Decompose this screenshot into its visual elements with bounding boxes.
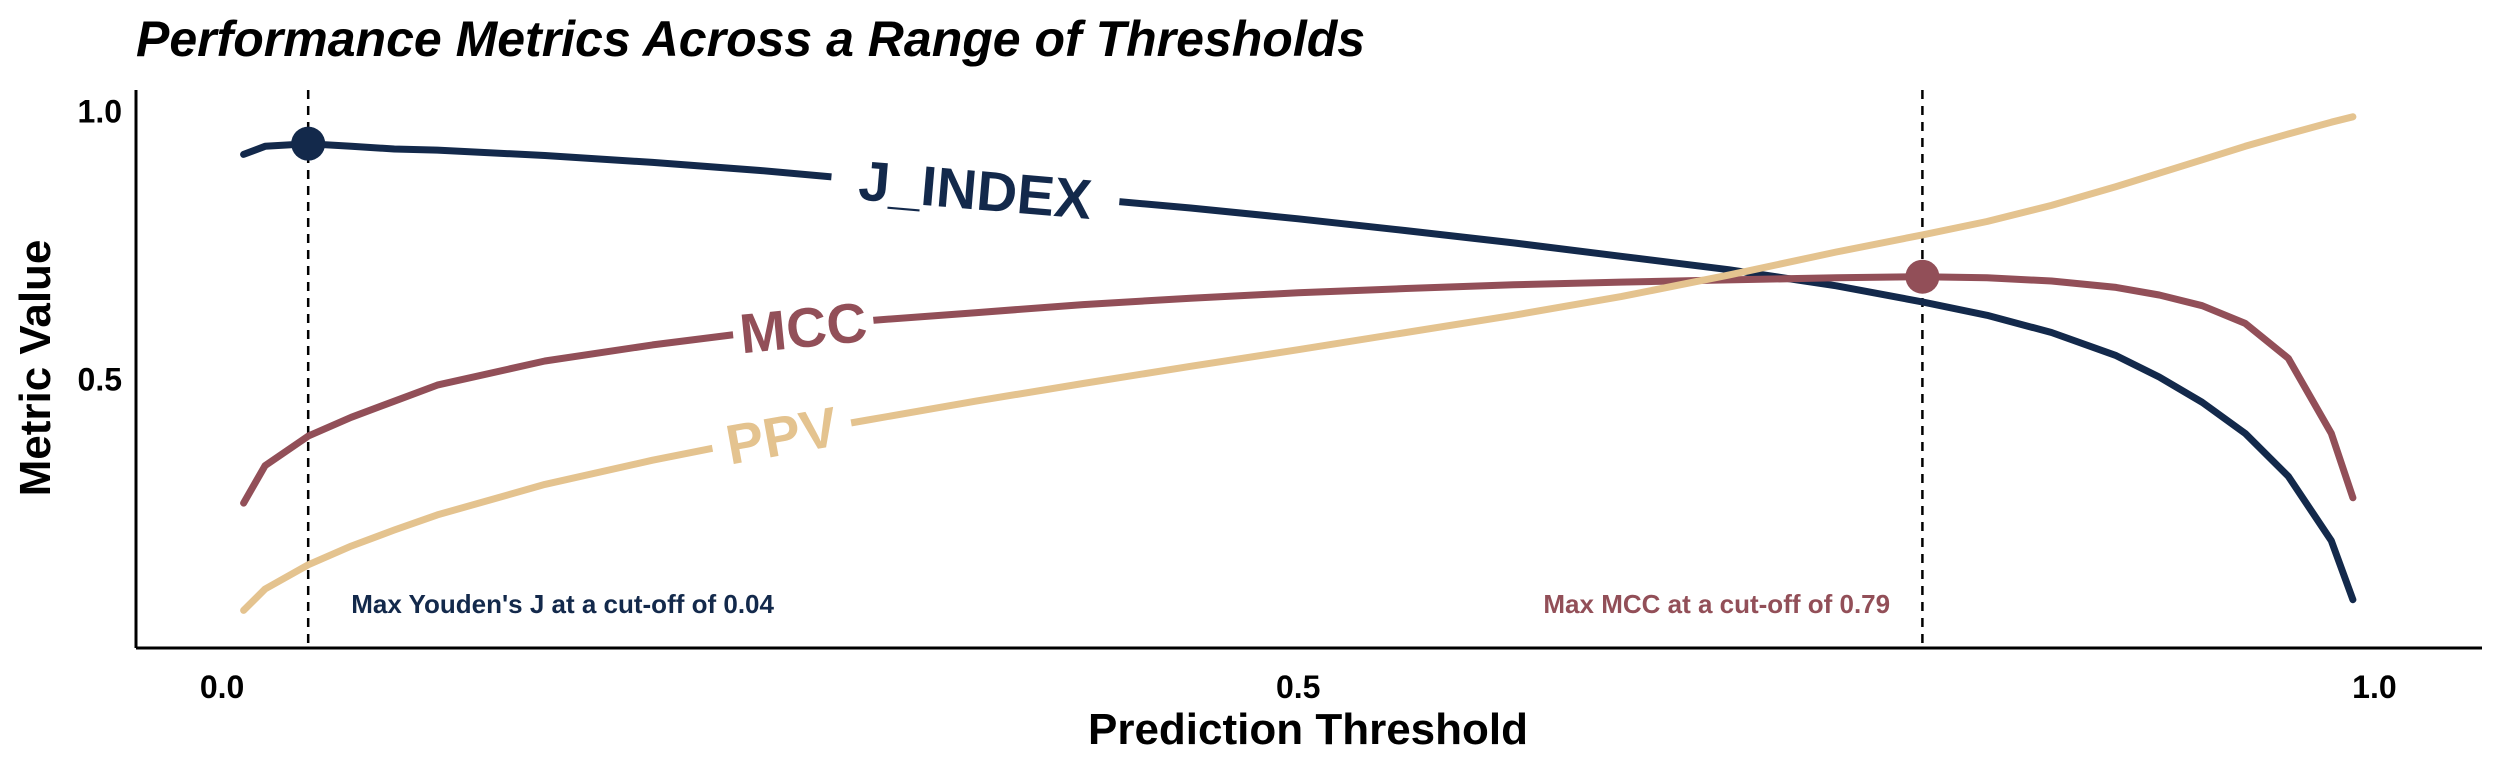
y-tick-label-1: 1.0 (78, 93, 122, 129)
series-label-mask-ppv (706, 390, 857, 480)
series-label-ppv: PPV (721, 395, 842, 477)
series-label-group-j-index: J_INDEX (828, 145, 1123, 234)
threshold-reference-lines (306, 90, 1924, 648)
series-label-group-mcc: MCC (729, 288, 877, 367)
series-label-j-index: J_INDEX (856, 149, 1094, 231)
series-lines (240, 113, 2357, 614)
x-tick-label-2: 1.0 (2352, 669, 2396, 705)
max-marker-0 (291, 126, 326, 161)
max-marker-1 (1905, 259, 1940, 294)
annotation-1: Max MCC at a cut-off of 0.79 (1543, 589, 1890, 619)
series-line-ppv (240, 113, 2357, 614)
x-tick-label-1: 0.5 (1276, 669, 1320, 705)
series-label-mcc: MCC (737, 290, 870, 365)
y-tick-label-0: 0.5 (78, 362, 122, 398)
x-axis-title: Prediction Threshold (1088, 705, 1528, 754)
annotation-0: Max Youden's J at a cut-off of 0.04 (351, 589, 774, 619)
series-label-group-ppv: PPV (706, 390, 857, 480)
axes: 0.0 0.5 1.0 0.5 1.0 (78, 90, 2482, 705)
y-axis-title: Metric Value (11, 240, 60, 497)
chart-title: Performance Metrics Across a Range of Th… (136, 11, 1365, 67)
x-tick-label-0: 0.0 (200, 669, 244, 705)
annotations: Max Youden's J at a cut-off of 0.04 Max M… (351, 589, 1890, 619)
series-line-j-index (240, 140, 2357, 604)
series-line-mcc (240, 273, 2357, 507)
series-label-mask-mcc (729, 288, 877, 367)
series-label-mask-j-index (828, 145, 1123, 234)
series-labels: J_INDEX MCC PPV (706, 145, 1123, 480)
optimal-threshold-markers (291, 126, 1940, 294)
